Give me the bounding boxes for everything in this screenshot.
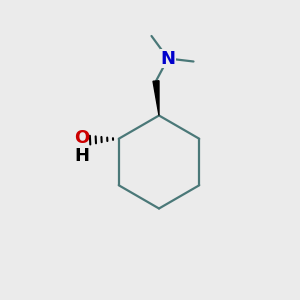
Polygon shape — [153, 81, 159, 116]
Text: H: H — [74, 147, 89, 165]
Text: O: O — [74, 129, 89, 147]
Text: N: N — [160, 50, 175, 68]
